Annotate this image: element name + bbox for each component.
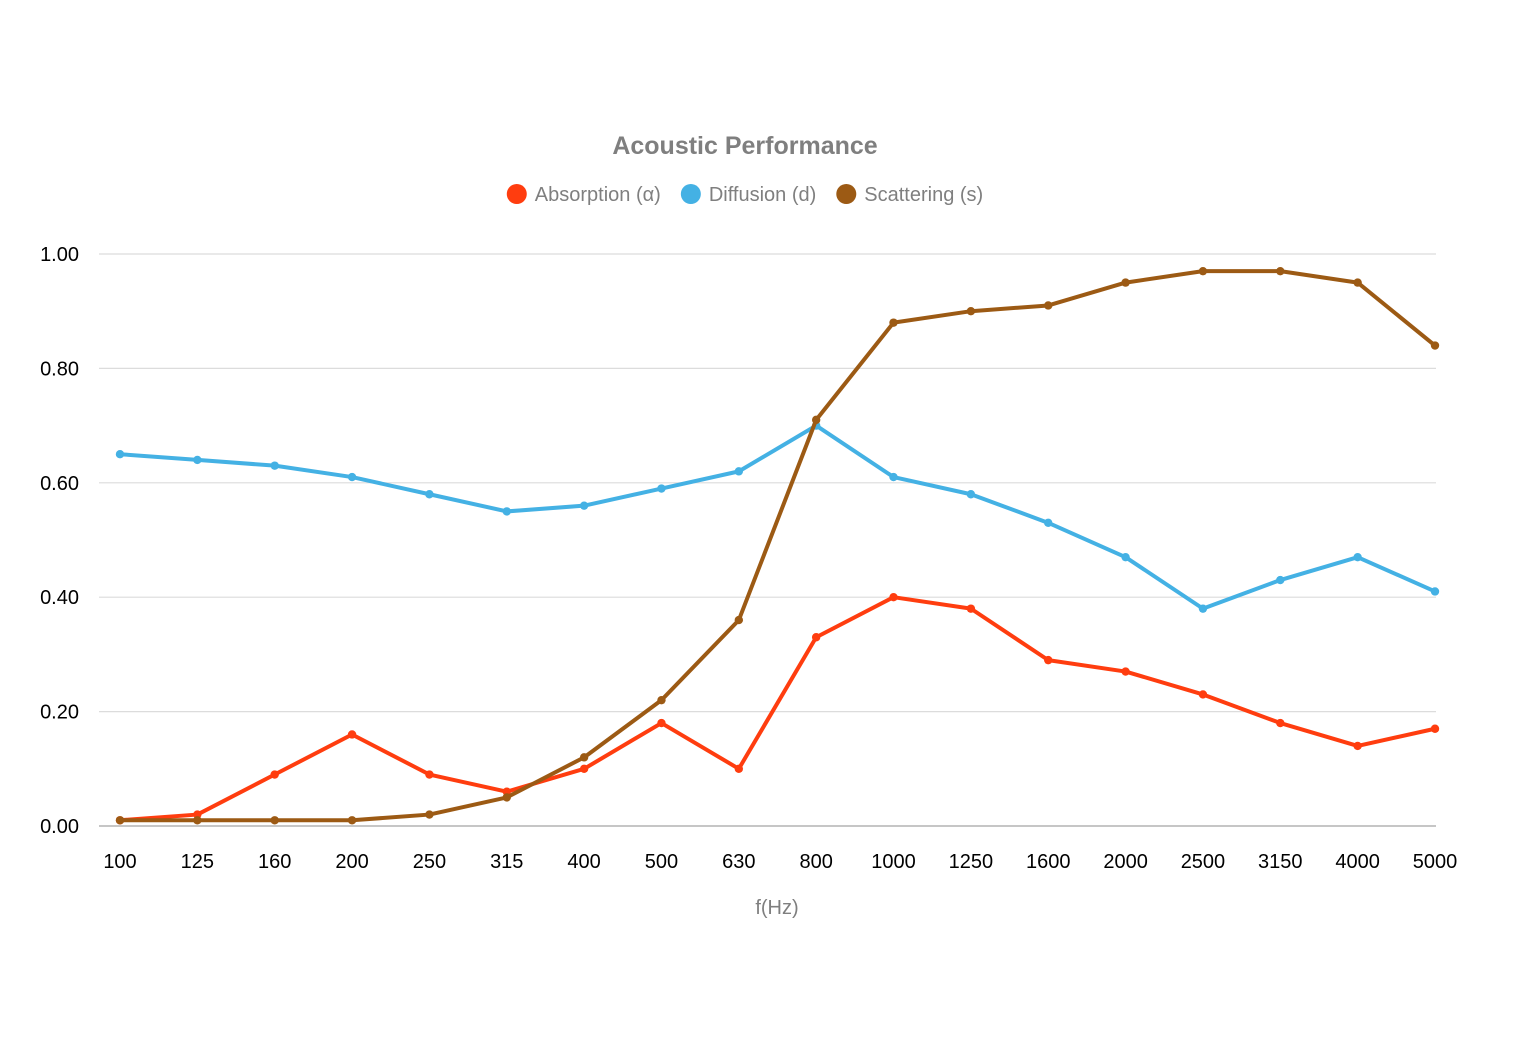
x-tick-label: 2000: [1103, 851, 1148, 873]
x-tick-label: 500: [645, 851, 678, 873]
data-point: [270, 461, 279, 470]
data-point: [1121, 667, 1130, 676]
legend-item[interactable]: Absorption (α): [506, 184, 661, 206]
data-point: [115, 816, 125, 825]
data-point: [1276, 266, 1285, 276]
data-point: [734, 764, 744, 773]
data-point: [425, 770, 434, 779]
legend-item[interactable]: Diffusion (d): [680, 184, 816, 206]
data-point: [889, 472, 898, 482]
y-tick-label: 1.00: [40, 244, 79, 266]
x-tick-label: 630: [722, 851, 755, 873]
data-point: [1430, 724, 1440, 733]
x-tick-label: 250: [413, 851, 446, 873]
data-point: [889, 593, 898, 602]
x-tick-label: 200: [335, 851, 368, 873]
data-point: [1430, 587, 1440, 596]
data-point: [1198, 604, 1208, 613]
data-point: [1353, 741, 1362, 751]
x-tick-label: 1600: [1026, 851, 1071, 873]
data-point: [1121, 552, 1130, 562]
data-point: [347, 472, 357, 482]
data-point: [811, 633, 821, 642]
x-tick-label: 5000: [1413, 851, 1458, 873]
data-point: [579, 501, 589, 510]
x-tick-label: 125: [181, 851, 214, 873]
x-tick-label: 400: [567, 851, 600, 873]
series-line: [118, 423, 1437, 611]
data-point: [347, 816, 357, 825]
x-axis-ticks: 100 125 160 200 250 315 400 500 630 800 1000 1250 16…: [103, 851, 1457, 873]
data-point: [1198, 266, 1208, 276]
x-tick-label: 100: [103, 851, 136, 873]
x-tick-label: 2500: [1181, 851, 1226, 873]
x-tick-label: 315: [490, 851, 523, 873]
y-axis-ticks: 0.00 0.20 0.40 0.60 0.80 1.00: [40, 244, 79, 838]
data-point: [1044, 301, 1053, 310]
legend: Absorption (α) Diffusion (d) Scattering (s…: [506, 184, 983, 206]
y-tick-label: 0.60: [40, 473, 79, 495]
x-tick-label: 3150: [1258, 851, 1303, 873]
data-point: [657, 484, 666, 493]
legend-label: Scattering (s): [864, 184, 983, 206]
series-2: [115, 266, 1440, 825]
data-point: [1276, 575, 1285, 585]
x-tick-label: 160: [258, 851, 291, 873]
data-point: [270, 770, 279, 779]
data-point: [734, 467, 744, 476]
x-tick-label: 1250: [949, 851, 994, 873]
y-tick-label: 0.80: [40, 358, 79, 380]
x-tick-label: 4000: [1335, 851, 1380, 873]
y-tick-label: 0.00: [40, 816, 79, 838]
y-tick-label: 0.20: [40, 702, 79, 724]
data-point: [734, 615, 744, 625]
x-tick-label: 1000: [871, 851, 916, 873]
data-point: [1121, 278, 1130, 287]
data-point: [425, 490, 434, 499]
legend-label: Diffusion (d): [709, 184, 816, 206]
data-point: [1276, 718, 1285, 728]
data-point: [502, 507, 511, 516]
series-group: [115, 266, 1440, 825]
data-point: [657, 695, 666, 705]
data-point: [425, 810, 434, 819]
x-tick-label: 800: [799, 851, 832, 873]
data-point: [502, 793, 511, 802]
data-point: [1430, 341, 1440, 350]
series-1: [115, 421, 1440, 613]
data-point: [193, 816, 202, 825]
y-tick-label: 0.40: [40, 587, 79, 609]
legend-label: Absorption (α): [535, 184, 661, 206]
series-line: [118, 595, 1437, 823]
legend-item[interactable]: Scattering (s): [836, 184, 983, 206]
series-0: [115, 593, 1440, 825]
series-line: [118, 269, 1437, 823]
data-point: [966, 490, 976, 499]
data-point: [1353, 552, 1362, 562]
data-point: [1044, 518, 1053, 528]
data-point: [193, 455, 202, 465]
data-point: [889, 318, 898, 327]
data-point: [1353, 278, 1362, 287]
data-point: [811, 415, 821, 425]
data-point: [966, 604, 976, 613]
data-point: [579, 764, 589, 773]
data-point: [270, 816, 279, 825]
gridlines: [99, 253, 1436, 827]
data-point: [657, 718, 666, 728]
data-point: [966, 307, 976, 316]
legend-marker: [836, 184, 857, 204]
data-point: [347, 730, 357, 739]
data-point: [579, 753, 589, 762]
chart-title: Acoustic Performance: [612, 132, 877, 160]
data-point: [1198, 690, 1208, 699]
legend-marker: [680, 184, 701, 204]
data-point: [115, 450, 125, 459]
data-point: [1044, 655, 1053, 665]
legend-marker: [506, 184, 527, 204]
x-axis-label: f(Hz): [755, 897, 798, 919]
